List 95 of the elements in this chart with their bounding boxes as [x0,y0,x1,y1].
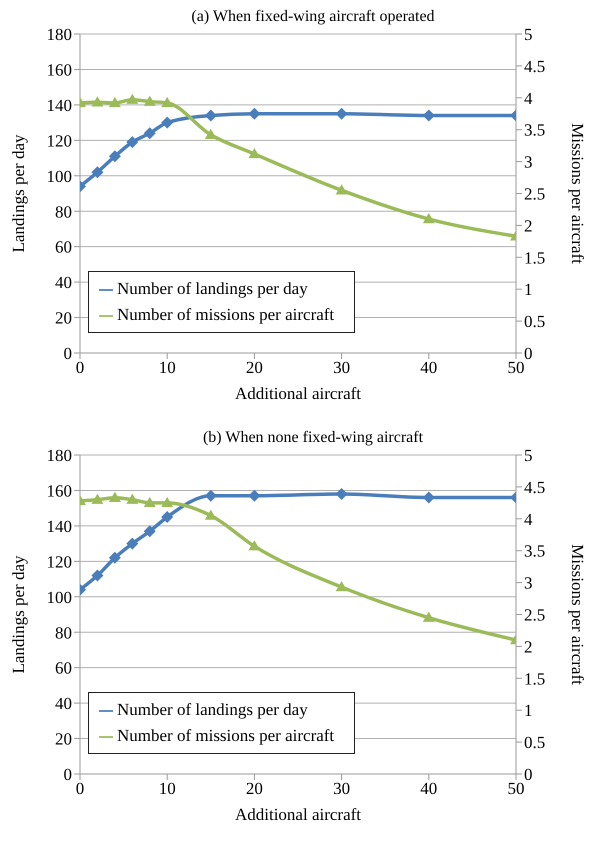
y2-tick-label: 1 [524,701,532,720]
y2-tick-label: 3.5 [524,120,546,140]
y2-tick-label: 5 [524,446,532,466]
point [126,94,138,104]
y-tick-label: 0 [64,344,72,364]
y-tick-label: 120 [46,131,72,150]
y2-tick-label: 3.5 [524,542,546,561]
legend-label: Number of landings per day [117,700,308,719]
x-tick-label: 0 [76,358,84,378]
y2-axis-title: Missions per aircraft [568,544,587,686]
x-tick-label: 50 [508,358,524,378]
point [91,166,104,178]
x-tick-label: 10 [158,358,176,378]
y2-tick-label: 0.5 [524,733,546,752]
point [144,127,156,140]
x-tick-label: 30 [333,779,350,798]
y2-tick-label: 2.5 [524,606,546,625]
point [144,525,156,538]
y2-tick-label: 2 [524,637,532,656]
y2-tick-label: 2.5 [524,184,546,204]
point [91,494,104,504]
point [248,148,260,158]
point [108,150,121,162]
x-axis-title: Additional aircraft [234,805,362,824]
y-tick-label: 60 [55,238,72,257]
point [108,492,121,502]
point [422,213,435,224]
point [161,116,174,129]
y2-tick-label: 2 [524,216,532,236]
point [336,581,348,592]
y-tick-label: 140 [46,96,72,115]
point [336,184,348,195]
y-tick-label: 180 [46,446,72,466]
chart-title: (b) When none fixed-wing aircraft [202,429,424,447]
x-tick-label: 20 [246,358,263,378]
point [161,496,174,508]
point [248,108,260,120]
y2-tick-label: 0 [524,344,532,364]
y-tick-label: 80 [55,623,72,642]
legend-label: Number of landings per day [117,279,308,298]
point [422,492,435,504]
y-tick-label: 180 [46,25,72,44]
y-tick-label: 60 [55,658,72,678]
y2-tick-label: 4 [524,88,533,108]
point [161,96,174,108]
point [144,96,156,106]
chart-title: (a) When fixed-wing aircraft operated [190,8,436,26]
y-tick-label: 120 [46,552,72,572]
y-tick-label: 160 [46,481,72,500]
point [91,570,104,582]
legend-label: Number of missions per aircraft [117,305,334,324]
x-tick-label: 50 [508,779,524,798]
y2-tick-label: 4 [524,510,533,529]
y2-axis-title: Missions per aircraft [568,123,587,264]
y2-tick-label: 4.5 [524,56,546,76]
y-tick-label: 20 [55,730,72,749]
point [422,110,435,122]
y-tick-label: 20 [55,308,72,328]
y-tick-label: 100 [46,588,72,607]
y2-tick-label: 1 [524,280,532,300]
x-axis-title: Additional aircraft [234,384,362,403]
point [161,511,174,524]
y-tick-label: 40 [55,694,72,714]
point [126,136,138,148]
point [144,496,156,508]
y2-tick-label: 0.5 [524,312,546,332]
x-tick-label: 30 [333,358,350,378]
y-tick-label: 40 [55,273,72,292]
legend-label: Number of missions per aircraft [117,726,334,745]
y-axis-title: Landings per day [9,554,28,674]
x-tick-label: 10 [158,779,176,798]
y2-tick-label: 3 [524,152,532,172]
y2-tick-label: 5 [524,25,532,44]
y2-tick-label: 1.5 [524,669,546,688]
y-tick-label: 100 [46,166,72,186]
point [204,110,217,122]
y-tick-label: 140 [46,516,72,536]
point [108,96,121,108]
point [126,494,138,504]
point [91,96,104,106]
x-tick-label: 40 [420,779,438,798]
point [422,612,435,622]
x-tick-label: 20 [246,779,263,798]
y-tick-label: 0 [64,765,72,784]
y2-tick-label: 3 [524,574,532,593]
y-axis-title: Landings per day [9,134,28,253]
point [108,552,121,564]
x-tick-label: 0 [76,779,84,798]
x-tick-label: 40 [420,358,438,378]
y2-tick-label: 0 [524,765,532,784]
y-tick-label: 160 [46,60,72,80]
y-tick-label: 80 [55,202,72,222]
y2-tick-label: 1.5 [524,248,546,268]
y2-tick-label: 4.5 [524,478,546,497]
point [126,538,138,550]
